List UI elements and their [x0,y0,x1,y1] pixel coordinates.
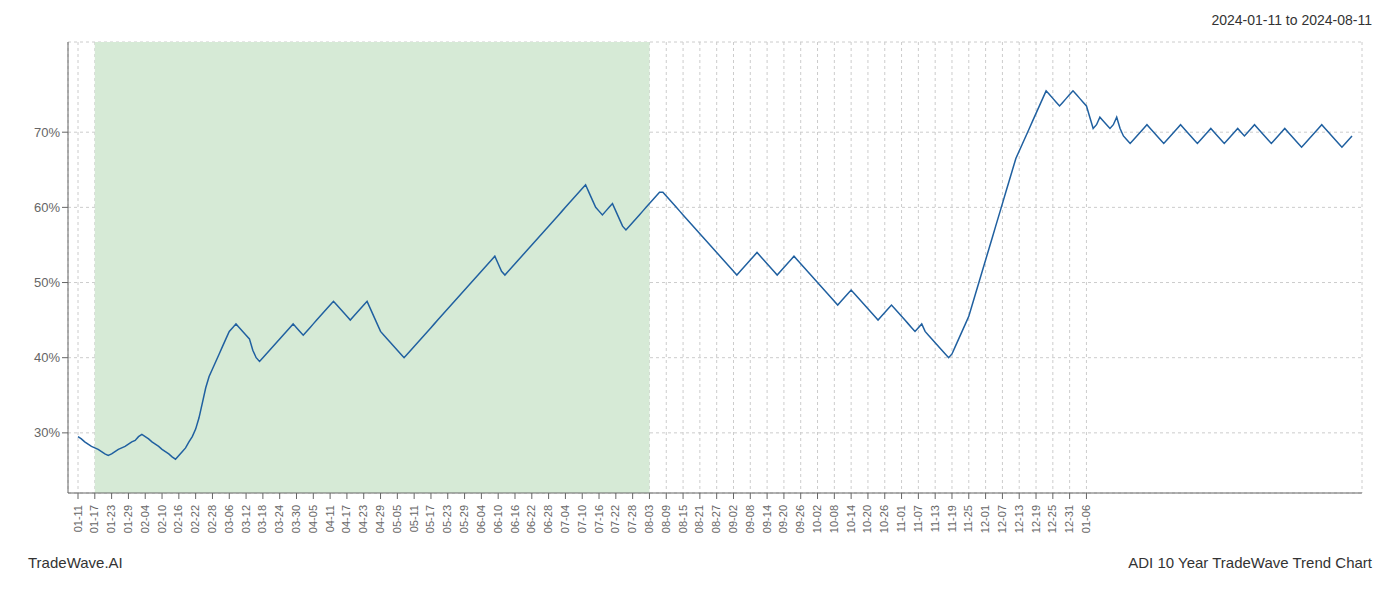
svg-text:40%: 40% [34,350,60,365]
svg-text:02-22: 02-22 [189,505,201,533]
svg-text:50%: 50% [34,275,60,290]
svg-text:07-04: 07-04 [559,505,571,533]
svg-text:04-05: 04-05 [307,505,319,533]
svg-text:06-10: 06-10 [492,505,504,533]
svg-text:01-29: 01-29 [122,505,134,533]
svg-text:12-25: 12-25 [1046,505,1058,533]
svg-text:01-23: 01-23 [105,505,117,533]
svg-text:06-22: 06-22 [525,505,537,533]
html-text:ADI 10 Year TradeWave Trend Ch: ADI 10 Year TradeWave Trend Chart [1128,554,1372,571]
svg-text:11-01: 11-01 [895,505,907,532]
svg-text:06-28: 06-28 [542,505,554,533]
svg-text:10-26: 10-26 [878,505,890,533]
svg-text:11-25: 11-25 [962,505,974,532]
svg-text:12-31: 12-31 [1063,505,1075,533]
svg-text:05-05: 05-05 [391,505,403,533]
svg-text:08-03: 08-03 [643,505,655,533]
svg-text:09-26: 09-26 [794,505,806,533]
svg-text:02-04: 02-04 [139,505,151,533]
svg-text:12-13: 12-13 [1013,505,1025,533]
svg-text:10-14: 10-14 [845,505,857,533]
svg-text:08-15: 08-15 [677,505,689,533]
svg-text:08-21: 08-21 [693,505,705,533]
svg-text:12-19: 12-19 [1030,505,1042,533]
svg-text:02-16: 02-16 [172,505,184,533]
html-text:2024-01-11 to 2024-08-11: 2024-01-11 to 2024-08-11 [1211,12,1372,28]
svg-text:01-11: 01-11 [72,505,84,532]
svg-text:07-28: 07-28 [626,505,638,533]
svg-text:30%: 30% [34,425,60,440]
html-text:TradeWave.AI: TradeWave.AI [28,554,123,571]
svg-text:10-02: 10-02 [811,505,823,533]
svg-text:09-02: 09-02 [727,505,739,533]
svg-text:07-22: 07-22 [609,505,621,533]
svg-text:03-30: 03-30 [290,505,302,533]
svg-text:05-23: 05-23 [441,505,453,533]
svg-text:70%: 70% [34,125,60,140]
svg-text:10-20: 10-20 [861,505,873,533]
svg-text:02-28: 02-28 [206,505,218,533]
svg-text:04-11: 04-11 [324,505,336,532]
svg-text:04-23: 04-23 [357,505,369,533]
svg-text:05-17: 05-17 [424,505,436,533]
svg-text:04-29: 04-29 [374,505,386,533]
svg-text:05-11: 05-11 [408,505,420,532]
svg-text:07-10: 07-10 [576,505,588,533]
svg-text:01-17: 01-17 [88,505,100,533]
svg-text:04-17: 04-17 [340,505,352,533]
svg-text:05-29: 05-29 [458,505,470,533]
svg-text:10-08: 10-08 [828,505,840,533]
svg-text:09-08: 09-08 [744,505,756,533]
svg-text:07-16: 07-16 [593,505,605,533]
svg-text:02-10: 02-10 [156,505,168,533]
svg-text:08-27: 08-27 [710,505,722,533]
svg-text:03-18: 03-18 [256,505,268,533]
svg-text:08-09: 08-09 [660,505,672,533]
svg-text:03-24: 03-24 [273,505,285,533]
svg-text:11-19: 11-19 [946,505,958,532]
svg-text:60%: 60% [34,200,60,215]
svg-text:11-13: 11-13 [929,505,941,532]
svg-text:06-16: 06-16 [509,505,521,533]
svg-text:12-07: 12-07 [996,505,1008,533]
svg-text:12-01: 12-01 [979,505,991,533]
svg-text:09-20: 09-20 [777,505,789,533]
svg-text:11-07: 11-07 [912,505,924,532]
svg-text:01-06: 01-06 [1080,505,1092,533]
svg-text:03-06: 03-06 [223,505,235,533]
svg-text:03-12: 03-12 [240,505,252,533]
svg-text:09-14: 09-14 [761,505,773,533]
svg-text:06-04: 06-04 [475,505,487,533]
